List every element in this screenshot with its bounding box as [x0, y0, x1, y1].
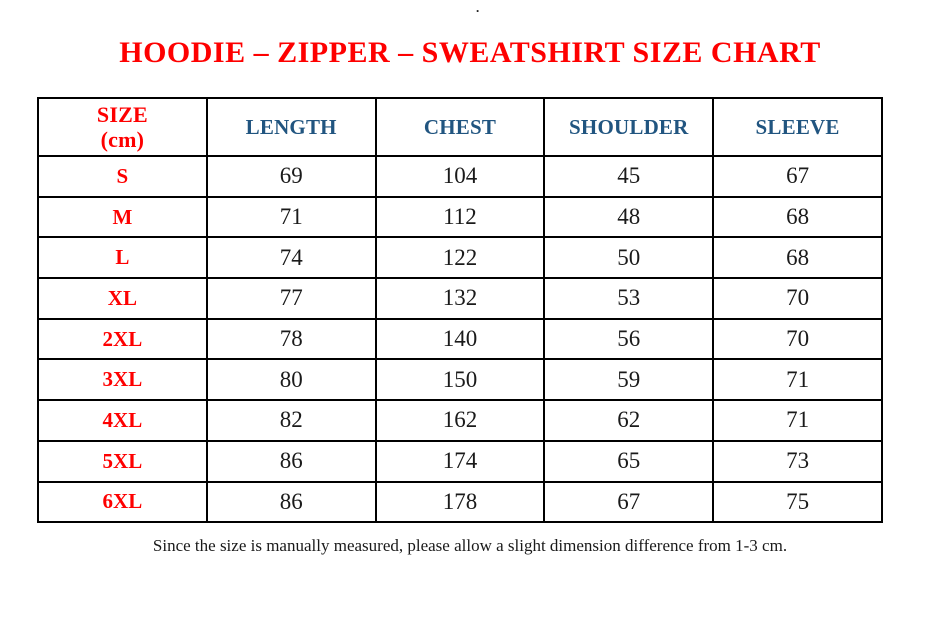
- header-chest: CHEST: [374, 97, 546, 157]
- size-cell: S: [37, 155, 208, 198]
- header-row: SIZE (cm) LENGTH CHEST SHOULDER SLEEVE: [37, 97, 883, 157]
- table-row: 5XL 86 174 65 73: [37, 439, 883, 483]
- sleeve-value-cell: 75: [712, 480, 883, 524]
- shoulder-value-cell: 67: [543, 480, 715, 524]
- size-cell: 6XL: [37, 480, 208, 524]
- size-cell: M: [37, 195, 208, 239]
- size-cell: 5XL: [37, 439, 208, 483]
- sleeve-value-cell: 70: [712, 317, 883, 361]
- chest-value-cell: 174: [374, 439, 546, 483]
- sleeve-value-cell: 73: [712, 439, 883, 483]
- table-row: 2XL 78 140 56 70: [37, 317, 883, 361]
- length-value-cell: 80: [205, 358, 377, 402]
- length-value-cell: 71: [205, 195, 377, 239]
- table-header: SIZE (cm) LENGTH CHEST SHOULDER SLEEVE: [37, 97, 883, 157]
- shoulder-value-cell: 53: [543, 277, 715, 320]
- table-row: M 71 112 48 68: [37, 195, 883, 239]
- size-cell: 4XL: [37, 399, 208, 442]
- table-row: L 74 122 50 68: [37, 236, 883, 280]
- table-body: S 69 104 45 67 M 71 112 48 68 L 74 122 50 68 XL 77 132 53 7…: [37, 155, 883, 524]
- table-row: 3XL 80 150 59 71: [37, 358, 883, 402]
- chest-value-cell: 122: [374, 236, 546, 280]
- shoulder-value-cell: 59: [543, 358, 715, 402]
- length-value-cell: 86: [205, 439, 377, 483]
- chest-value-cell: 178: [374, 480, 546, 524]
- header-size-line1: SIZE: [96, 101, 148, 127]
- shoulder-value-cell: 50: [543, 236, 715, 280]
- length-value-cell: 82: [205, 399, 377, 442]
- length-value-cell: 77: [205, 277, 377, 320]
- header-shoulder: SHOULDER: [543, 97, 715, 157]
- length-value-cell: 74: [205, 236, 377, 280]
- sleeve-value-cell: 71: [712, 399, 883, 442]
- chest-value-cell: 112: [374, 195, 546, 239]
- sleeve-value-cell: 67: [712, 155, 883, 198]
- header-length: LENGTH: [205, 97, 377, 157]
- table-row: 4XL 82 162 62 71: [37, 399, 883, 442]
- page-title: HOODIE – ZIPPER – SWEATSHIRT SIZE CHART: [119, 36, 821, 69]
- size-cell: 3XL: [37, 358, 208, 402]
- chest-value-cell: 150: [374, 358, 546, 402]
- header-sleeve: SLEEVE: [712, 97, 883, 157]
- chest-value-cell: 162: [374, 399, 546, 442]
- length-value-cell: 78: [205, 317, 377, 361]
- sleeve-value-cell: 71: [712, 358, 883, 402]
- sleeve-value-cell: 70: [712, 277, 883, 320]
- shoulder-value-cell: 48: [543, 195, 715, 239]
- stray-dot: .: [476, 0, 480, 15]
- table-row: 6XL 86 178 67 75: [37, 480, 883, 524]
- size-cell: XL: [37, 277, 208, 320]
- sleeve-value-cell: 68: [712, 236, 883, 280]
- table-row: XL 77 132 53 70: [37, 277, 883, 320]
- length-value-cell: 69: [205, 155, 377, 198]
- chest-value-cell: 132: [374, 277, 546, 320]
- size-chart-table: SIZE (cm) LENGTH CHEST SHOULDER SLEEVE S…: [37, 97, 883, 524]
- shoulder-value-cell: 65: [543, 439, 715, 483]
- header-size-cell: SIZE (cm): [37, 97, 208, 157]
- size-cell: 2XL: [37, 317, 208, 361]
- table-row: S 69 104 45 67: [37, 155, 883, 198]
- chest-value-cell: 140: [374, 317, 546, 361]
- footer-note: Since the size is manually measured, ple…: [152, 536, 788, 555]
- shoulder-value-cell: 62: [543, 399, 715, 442]
- shoulder-value-cell: 56: [543, 317, 715, 361]
- size-cell: L: [37, 236, 208, 280]
- chest-value-cell: 104: [374, 155, 546, 198]
- header-size-line2: (cm): [100, 127, 145, 152]
- sleeve-value-cell: 68: [712, 195, 883, 239]
- shoulder-value-cell: 45: [543, 155, 715, 198]
- length-value-cell: 86: [205, 480, 377, 524]
